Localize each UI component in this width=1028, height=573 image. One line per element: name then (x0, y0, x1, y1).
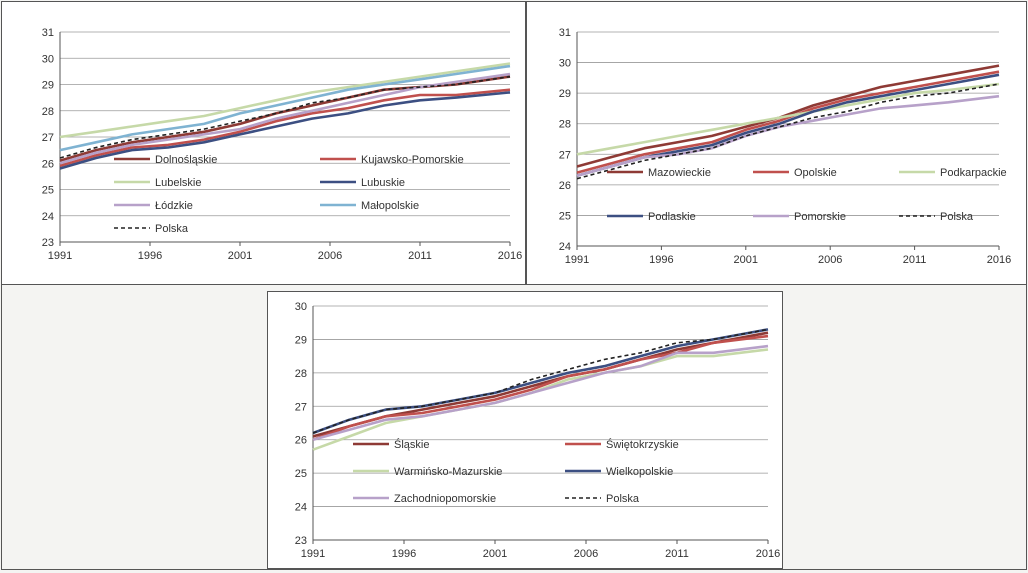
x-tick-label: 2011 (665, 548, 689, 560)
x-tick-label: 1996 (649, 254, 673, 266)
series-line (576, 70, 1000, 174)
series-line (59, 91, 511, 170)
legend-label: Mazowieckie (648, 167, 711, 179)
series-line (59, 75, 511, 159)
legend-label: Podkarpackie (940, 167, 1007, 179)
legend-label: Dolnośląskie (155, 154, 217, 166)
y-tick-label: 29 (559, 88, 571, 100)
legend-label: Małopolskie (361, 200, 419, 212)
y-tick-label: 25 (42, 185, 54, 197)
series-line (312, 328, 769, 434)
y-tick-label: 30 (295, 301, 307, 313)
x-tick-label: 2006 (574, 548, 598, 560)
legend-label: Podlaskie (648, 211, 696, 223)
chart-frame-top-right: 24 25 26 27 28 29 30 31 1991 1996 2001 2006 2011 2016… (526, 1, 1027, 285)
x-tick-label: 1991 (565, 254, 589, 266)
y-tick-label: 27 (42, 132, 54, 144)
series-line (312, 344, 769, 441)
y-tick-label: 26 (42, 158, 54, 170)
y-tick-label: 28 (42, 106, 54, 118)
y-tick-label: 31 (42, 27, 54, 39)
legend-label: Lubuskie (361, 177, 405, 189)
y-tick-label: 26 (559, 180, 571, 192)
chart-top-left: 23 24 25 26 27 28 29 30 31 1991 1996 2001 2006 2011 20… (42, 27, 522, 262)
x-tick-label: 1991 (301, 548, 325, 560)
x-tick-label: 1996 (138, 250, 162, 262)
x-tick-label: 2016 (756, 548, 780, 560)
legend-label: Pomorskie (794, 211, 846, 223)
y-tick-label: 30 (559, 58, 571, 70)
y-tick-label: 25 (295, 468, 307, 480)
legend-label: Opolskie (794, 167, 837, 179)
chart-frame-top-left: 23 24 25 26 27 28 29 30 31 1991 1996 2001 2006 2011 20… (1, 1, 526, 285)
y-tick-label: 29 (42, 80, 54, 92)
y-tick-label: 28 (295, 368, 307, 380)
x-tick-label: 1996 (392, 548, 416, 560)
x-tick-label: 2001 (483, 548, 507, 560)
x-tick-label: 2011 (408, 250, 432, 262)
legend-label: Zachodniopomorskie (394, 493, 496, 505)
legend-label: Śląskie (394, 438, 429, 451)
chart-frame-bottom-center: 23 24 25 26 27 28 29 30 1991 1996 2001 2006 2011 2016… (267, 291, 783, 569)
y-tick-label: 24 (559, 241, 571, 253)
x-tick-label: 2001 (734, 254, 758, 266)
y-tick-label: 28 (559, 119, 571, 131)
series-line (312, 328, 769, 435)
legend-label: Kujawsko-Pomorskie (361, 154, 464, 166)
series-line (576, 82, 1000, 156)
x-tick-label: 2001 (228, 250, 252, 262)
chart-top-right: 24 25 26 27 28 29 30 31 1991 1996 2001 2006 2011 2016… (559, 27, 1011, 266)
y-tick-label: 27 (295, 401, 307, 413)
x-tick-label: 2011 (903, 254, 927, 266)
y-tick-label: 27 (559, 149, 571, 161)
x-tick-label: 2006 (818, 254, 842, 266)
legend-label: Polska (606, 493, 640, 505)
chart-bottom-center: 23 24 25 26 27 28 29 30 1991 1996 2001 2006 2011 2016… (295, 301, 780, 560)
legend-label: Polska (940, 211, 974, 223)
legend-label: Polska (155, 223, 189, 235)
series-line (312, 348, 769, 451)
y-tick-label: 29 (295, 334, 307, 346)
y-tick-label: 31 (559, 27, 571, 39)
series-line (576, 94, 1000, 177)
series-line (59, 62, 511, 139)
x-tick-label: 1991 (48, 250, 72, 262)
y-tick-label: 23 (42, 237, 54, 249)
y-tick-label: 26 (295, 435, 307, 447)
y-tick-label: 30 (42, 53, 54, 65)
y-tick-label: 23 (295, 535, 307, 547)
series-line (59, 64, 511, 152)
series-line (59, 88, 511, 168)
legend-label: Lubelskie (155, 177, 201, 189)
x-tick-label: 2016 (498, 250, 522, 262)
x-tick-label: 2006 (318, 250, 342, 262)
x-tick-label: 2016 (987, 254, 1011, 266)
y-tick-label: 25 (559, 210, 571, 222)
series-line (576, 83, 1000, 180)
legend-label: Świętokrzyskie (606, 438, 679, 451)
y-tick-label: 24 (42, 211, 54, 223)
legend-label: Warmińsko-Mazurskie (394, 466, 502, 478)
legend-label: Wielkopolskie (606, 466, 673, 478)
legend-label: Łódzkie (155, 200, 193, 212)
y-tick-label: 24 (295, 502, 307, 514)
